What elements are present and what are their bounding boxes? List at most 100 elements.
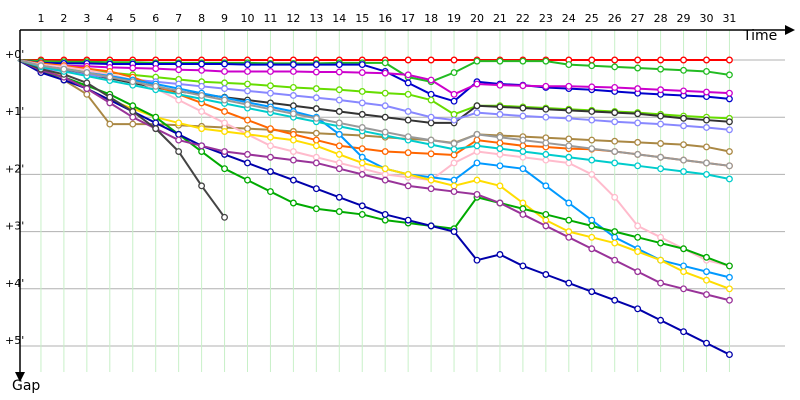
data-point xyxy=(450,159,458,167)
data-point xyxy=(473,136,481,144)
data-point xyxy=(542,82,550,90)
data-point xyxy=(657,112,665,120)
data-point xyxy=(565,82,573,90)
data-point xyxy=(565,142,573,150)
data-point xyxy=(244,176,251,184)
data-point xyxy=(404,108,412,115)
data-point xyxy=(680,285,687,293)
data-point xyxy=(289,130,297,138)
data-point xyxy=(381,148,389,155)
data-point xyxy=(358,153,366,161)
data-point xyxy=(312,68,320,76)
data-point xyxy=(703,67,710,75)
data-point xyxy=(588,216,596,224)
lap-tick-label: 5 xyxy=(129,12,136,25)
data-point xyxy=(450,145,458,153)
lap-tick-label: 16 xyxy=(378,12,392,25)
data-point xyxy=(703,143,710,151)
data-point xyxy=(244,67,251,75)
data-point xyxy=(381,59,389,67)
lap-tick-label: 21 xyxy=(493,12,507,25)
data-point xyxy=(358,165,366,173)
data-point xyxy=(289,156,297,164)
data-point xyxy=(565,153,573,161)
data-point xyxy=(611,159,619,167)
data-point xyxy=(198,182,206,190)
data-point xyxy=(565,228,573,236)
data-point xyxy=(381,102,389,110)
data-point xyxy=(634,150,642,158)
data-point xyxy=(358,88,366,95)
data-point xyxy=(634,268,642,276)
data-point xyxy=(611,137,619,145)
data-point xyxy=(496,199,504,207)
data-point xyxy=(496,57,504,65)
data-point xyxy=(267,89,274,97)
lap-tick-label: 1 xyxy=(37,12,44,25)
data-point xyxy=(198,60,206,68)
data-point xyxy=(611,56,619,64)
data-point xyxy=(358,210,366,218)
data-point xyxy=(312,136,320,144)
data-point xyxy=(519,199,527,207)
data-point xyxy=(106,99,114,107)
data-point xyxy=(83,79,91,87)
data-point xyxy=(473,130,481,138)
data-point xyxy=(198,82,206,90)
data-point xyxy=(450,182,458,190)
data-point xyxy=(657,65,665,73)
data-point xyxy=(726,71,733,79)
data-point xyxy=(542,182,550,190)
data-point xyxy=(657,165,665,173)
lap-tick-label: 29 xyxy=(677,12,691,25)
data-point xyxy=(289,136,297,144)
data-point xyxy=(267,168,274,175)
data-point xyxy=(680,114,687,122)
data-point xyxy=(473,80,481,88)
data-point xyxy=(657,279,665,287)
data-point xyxy=(450,69,458,77)
data-point xyxy=(404,71,412,79)
lap-tick-label: 12 xyxy=(286,12,300,25)
data-point xyxy=(221,85,228,93)
data-point xyxy=(473,159,481,167)
data-point xyxy=(198,142,206,150)
data-point xyxy=(221,79,228,87)
data-point xyxy=(703,124,710,131)
data-point xyxy=(565,159,573,167)
data-point xyxy=(588,56,596,64)
data-point xyxy=(381,210,389,218)
data-point xyxy=(267,133,274,141)
data-point xyxy=(703,291,710,298)
data-point xyxy=(267,153,274,161)
data-point xyxy=(565,199,573,207)
data-point xyxy=(221,96,228,104)
data-point xyxy=(726,273,733,281)
data-point xyxy=(358,202,366,210)
data-point xyxy=(611,296,619,304)
data-point xyxy=(542,57,550,65)
data-point xyxy=(611,118,619,126)
data-point xyxy=(427,222,435,230)
data-point xyxy=(611,63,619,71)
data-point xyxy=(106,120,114,128)
data-point xyxy=(335,165,343,173)
data-point xyxy=(611,109,619,117)
lap-tick-label: 7 xyxy=(175,12,182,25)
data-point xyxy=(381,176,389,184)
data-point xyxy=(221,128,228,135)
data-point xyxy=(703,116,710,124)
data-point xyxy=(588,62,596,70)
data-point xyxy=(680,56,687,64)
data-point xyxy=(289,199,297,207)
data-point xyxy=(657,86,665,94)
data-point xyxy=(335,119,343,127)
data-point xyxy=(335,86,343,94)
data-point xyxy=(267,82,274,90)
data-point xyxy=(680,262,687,270)
data-point xyxy=(221,119,228,127)
series-line xyxy=(17,59,733,304)
series-line xyxy=(17,59,733,134)
data-point xyxy=(634,56,642,64)
data-point xyxy=(335,130,343,138)
